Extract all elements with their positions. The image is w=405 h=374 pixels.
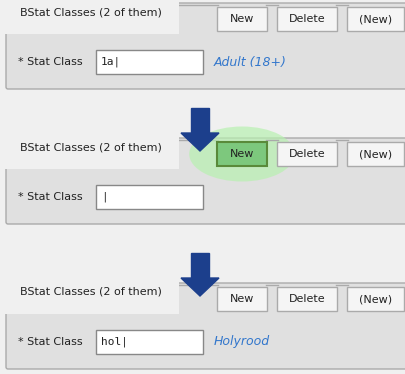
Text: 1a|: 1a|: [101, 57, 121, 67]
Text: BStat Classes (2 of them): BStat Classes (2 of them): [20, 287, 162, 297]
FancyBboxPatch shape: [96, 185, 203, 209]
Text: |: |: [101, 192, 108, 202]
Text: (New): (New): [359, 149, 392, 159]
Text: (New): (New): [359, 14, 392, 24]
FancyBboxPatch shape: [217, 287, 267, 311]
FancyBboxPatch shape: [277, 7, 337, 31]
FancyBboxPatch shape: [6, 283, 405, 369]
Text: BStat Classes (2 of them): BStat Classes (2 of them): [20, 7, 162, 17]
FancyBboxPatch shape: [347, 142, 404, 166]
Text: Delete: Delete: [289, 149, 325, 159]
Polygon shape: [181, 278, 219, 296]
Text: Holyrood: Holyrood: [214, 335, 270, 349]
Text: New: New: [230, 294, 254, 304]
Ellipse shape: [189, 126, 295, 181]
FancyBboxPatch shape: [6, 3, 405, 89]
Text: New: New: [230, 14, 254, 24]
FancyBboxPatch shape: [277, 287, 337, 311]
Polygon shape: [181, 133, 219, 151]
Text: Delete: Delete: [289, 14, 325, 24]
FancyBboxPatch shape: [347, 7, 404, 31]
Text: New: New: [230, 149, 254, 159]
FancyBboxPatch shape: [347, 287, 404, 311]
FancyBboxPatch shape: [217, 7, 267, 31]
Text: hol|: hol|: [101, 337, 128, 347]
FancyBboxPatch shape: [96, 50, 203, 74]
Text: * Stat Class: * Stat Class: [18, 57, 83, 67]
Text: * Stat Class: * Stat Class: [18, 192, 83, 202]
Bar: [191, 253, 209, 278]
Text: BStat Classes (2 of them): BStat Classes (2 of them): [20, 142, 162, 152]
Text: Delete: Delete: [289, 294, 325, 304]
FancyBboxPatch shape: [277, 142, 337, 166]
FancyBboxPatch shape: [217, 142, 267, 166]
Text: (New): (New): [359, 294, 392, 304]
FancyBboxPatch shape: [96, 330, 203, 354]
Bar: [191, 108, 209, 133]
FancyBboxPatch shape: [6, 138, 405, 224]
Text: Adult (18+): Adult (18+): [214, 55, 287, 68]
Text: * Stat Class: * Stat Class: [18, 337, 83, 347]
